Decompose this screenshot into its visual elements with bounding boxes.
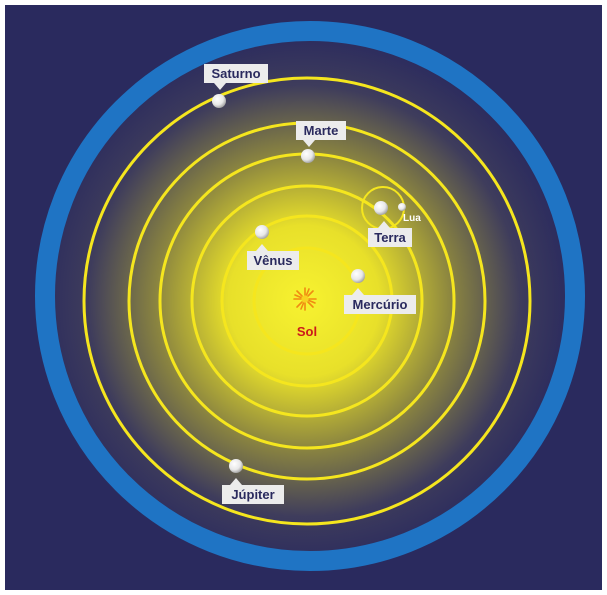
orbit-earth	[190, 184, 424, 418]
earth-label: Terra	[374, 230, 406, 245]
venus-label: Vênus	[253, 253, 292, 268]
firmament-ring	[35, 21, 585, 571]
jupiter-planet	[229, 459, 243, 473]
mars-planet	[301, 149, 315, 163]
venus-label-box: Vênus	[247, 244, 299, 270]
mercury-label-box: Mercúrio	[344, 288, 416, 314]
jupiter-label-box: Júpiter	[222, 478, 284, 504]
saturn-label: Saturno	[211, 66, 260, 81]
sun-label: Sol	[297, 324, 317, 339]
jupiter-label: Júpiter	[231, 487, 274, 502]
mars-label: Marte	[304, 123, 339, 138]
moon-label: Lua	[403, 213, 421, 224]
moon-body	[398, 203, 406, 211]
earth-planet	[374, 201, 388, 215]
mercury-label: Mercúrio	[353, 297, 408, 312]
orbit-saturn	[82, 76, 532, 526]
sun-icon	[293, 287, 317, 311]
mercury-planet	[351, 269, 365, 283]
orbits	[82, 76, 532, 526]
venus-planet	[255, 225, 269, 239]
earth-label-box: Terra	[368, 221, 412, 247]
saturn-planet	[212, 94, 226, 108]
mars-label-box: Marte	[296, 121, 346, 147]
saturn-label-box: Saturno	[204, 64, 268, 90]
